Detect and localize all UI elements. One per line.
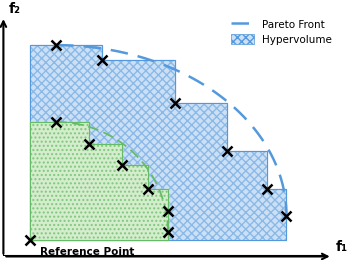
Polygon shape (30, 122, 168, 240)
Text: Reference Point: Reference Point (40, 247, 134, 257)
Text: f₂: f₂ (8, 2, 20, 16)
Polygon shape (30, 45, 287, 240)
Text: f₁: f₁ (336, 240, 348, 254)
Legend: Pareto Front, Hypervolume: Pareto Front, Hypervolume (229, 17, 334, 47)
